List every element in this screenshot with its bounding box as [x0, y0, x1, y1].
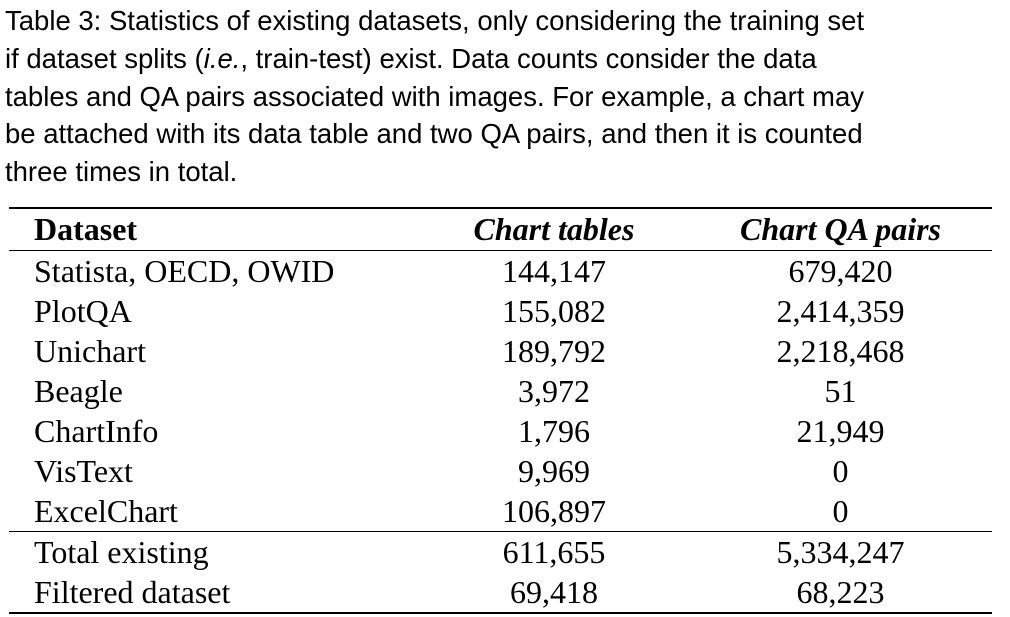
- cell-chart-qa-pairs: 2,414,359: [776, 293, 905, 329]
- cell-chart-qa-pairs: 0: [832, 493, 849, 529]
- cell-chart-tables: 1,796: [518, 413, 590, 449]
- cell-chart-qa-pairs: 0: [832, 453, 849, 489]
- header-chart-qa-pairs: Chart QA pairs: [740, 211, 941, 247]
- caption-line-1: Table 3: Statistics of existing datasets…: [5, 5, 865, 36]
- caption-line-4: be attached with its data table and two …: [5, 118, 863, 150]
- cell-chart-qa-pairs: 68,223: [796, 574, 885, 610]
- cell-chart-tables: 9,969: [518, 453, 590, 489]
- cell-chart-tables: 106,897: [502, 493, 606, 529]
- cell-dataset: Statista, OECD, OWID: [34, 253, 335, 289]
- cell-dataset: Unichart: [34, 333, 146, 369]
- cell-dataset: Total existing: [34, 534, 209, 570]
- cell-chart-tables: 69,418: [510, 574, 598, 610]
- table-header-row: Dataset Chart tables Chart QA pairs: [9, 208, 992, 251]
- cell-chart-qa-pairs: 51: [824, 373, 857, 409]
- cell-dataset: ExcelChart: [34, 493, 178, 529]
- cell-dataset: VisText: [34, 453, 133, 489]
- caption-line-2: if dataset splits (i.e., train-test) exi…: [5, 42, 817, 74]
- cell-dataset: Filtered dataset: [34, 574, 231, 610]
- table-row: VisText 9,969 0: [9, 451, 992, 491]
- cell-dataset: Beagle: [34, 373, 123, 409]
- cell-chart-tables: 611,655: [502, 534, 606, 570]
- header-dataset: Dataset: [34, 211, 138, 247]
- cell-chart-tables: 155,082: [502, 293, 606, 329]
- statistics-table: Dataset Chart tables Chart QA pairs Stat…: [9, 207, 992, 614]
- caption-line-3: tables and QA pairs associated with imag…: [5, 80, 865, 112]
- caption-label: Table 3:: [5, 5, 102, 36]
- cell-dataset: ChartInfo: [34, 413, 159, 449]
- table-row: ChartInfo 1,796 21,949: [9, 411, 992, 451]
- header-chart-tables: Chart tables: [473, 211, 635, 247]
- table-row: PlotQA 155,082 2,414,359: [9, 291, 992, 331]
- cell-chart-tables: 189,792: [502, 333, 606, 369]
- table-total-row: Filtered dataset 69,418 68,223: [9, 572, 992, 613]
- table-row: ExcelChart 106,897 0: [9, 491, 992, 532]
- cell-chart-qa-pairs: 2,218,468: [776, 333, 905, 369]
- dataset-statistics-table: Dataset Chart tables Chart QA pairs Stat…: [9, 207, 992, 614]
- table-row: Beagle 3,972 51: [9, 371, 992, 411]
- table-row: Statista, OECD, OWID 144,147 679,420: [9, 250, 992, 292]
- table-total-row: Total existing 611,655 5,334,247: [9, 531, 992, 573]
- cell-chart-tables: 144,147: [502, 253, 606, 289]
- cell-chart-qa-pairs: 5,334,247: [776, 534, 905, 570]
- cell-chart-qa-pairs: 21,949: [796, 413, 885, 449]
- table-row: Unichart 189,792 2,218,468: [9, 331, 992, 371]
- cell-chart-qa-pairs: 679,420: [788, 253, 893, 289]
- cell-chart-tables: 3,972: [518, 373, 590, 409]
- cell-dataset: PlotQA: [34, 293, 132, 329]
- caption-line-5: three times in total.: [5, 156, 238, 188]
- table-caption: Table 3: Statistics of existing datasets…: [5, 2, 1008, 191]
